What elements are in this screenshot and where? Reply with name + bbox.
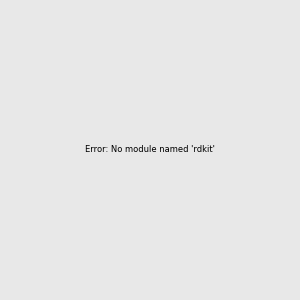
Text: Error: No module named 'rdkit': Error: No module named 'rdkit' [85,146,215,154]
